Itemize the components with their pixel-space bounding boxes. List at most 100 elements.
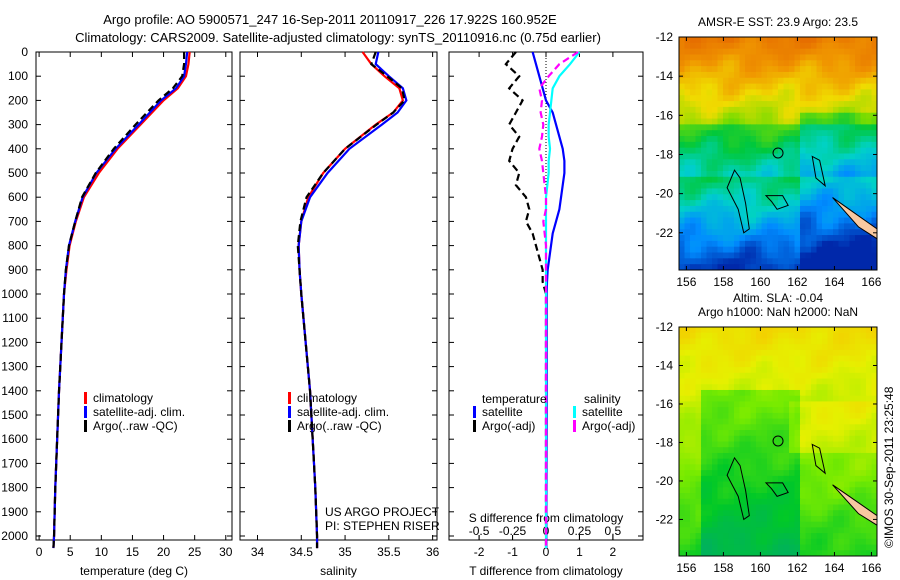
map-cell xyxy=(805,153,812,160)
map-cell xyxy=(816,349,823,357)
map-cell xyxy=(695,544,702,551)
map-cell xyxy=(816,60,823,67)
map-cell xyxy=(800,527,806,534)
map-cell xyxy=(800,95,806,102)
map-cell xyxy=(679,54,685,61)
map-cell xyxy=(734,435,740,442)
map-cell xyxy=(794,211,801,219)
map-cell xyxy=(684,355,691,362)
map-cell xyxy=(761,395,768,402)
map-cell xyxy=(871,176,878,184)
map-cell xyxy=(728,367,735,374)
map-cell xyxy=(739,378,746,385)
map-cell xyxy=(844,430,850,437)
map-cell xyxy=(761,470,768,477)
map-cell xyxy=(827,170,834,178)
map-cell xyxy=(838,258,845,265)
map-cell xyxy=(734,205,740,213)
map-cell xyxy=(827,527,834,534)
map-cell xyxy=(772,384,779,391)
map-cell xyxy=(723,504,729,511)
map-cell xyxy=(822,223,828,230)
map-cell xyxy=(849,327,856,334)
map-cell xyxy=(706,349,713,357)
map-cell xyxy=(783,372,790,380)
map-cell xyxy=(855,60,861,67)
map-cell xyxy=(866,182,872,189)
map-cell xyxy=(822,200,828,207)
map-cell xyxy=(767,475,773,483)
map-cell xyxy=(767,77,773,85)
map-cell xyxy=(728,176,735,184)
map-cell xyxy=(739,95,746,102)
map-cell xyxy=(871,521,878,528)
map-cell xyxy=(844,412,850,420)
map-cell xyxy=(783,153,790,160)
map-cell xyxy=(712,441,718,448)
map-cell xyxy=(816,240,823,248)
map-cell xyxy=(838,338,845,345)
map-cell xyxy=(739,344,746,351)
map-cell xyxy=(827,418,834,425)
map-cell xyxy=(827,223,834,230)
map-cell xyxy=(706,504,713,511)
map-cell xyxy=(822,235,828,242)
map-cell xyxy=(695,112,702,120)
map-cell xyxy=(789,510,795,517)
map-cell xyxy=(844,527,850,534)
map-cell xyxy=(756,118,762,125)
map-cell xyxy=(855,264,861,271)
map-cell xyxy=(844,48,850,55)
y-tick-label: 0 xyxy=(21,45,28,59)
map-cell xyxy=(844,66,850,73)
map-cell xyxy=(805,223,812,230)
map-cell xyxy=(739,452,746,460)
map-cell xyxy=(778,37,784,44)
map-cell xyxy=(811,170,817,178)
map-cell xyxy=(690,458,696,465)
map-cell xyxy=(723,252,729,259)
map-cell xyxy=(871,200,878,207)
map-cell xyxy=(855,418,861,425)
map-cell xyxy=(855,159,861,166)
map-cell xyxy=(701,89,707,96)
map-cell xyxy=(833,332,839,339)
map-cell xyxy=(871,344,878,351)
map-cell xyxy=(816,327,823,334)
map-cell xyxy=(761,258,768,265)
map-cell xyxy=(717,95,724,102)
map-cell xyxy=(811,361,817,368)
map-cell xyxy=(849,60,856,67)
map-cell xyxy=(778,165,784,172)
map-cell xyxy=(712,344,718,351)
map-cell xyxy=(756,447,762,454)
map-cell xyxy=(690,372,696,380)
sst-map-title: AMSR-E SST: 23.9 Argo: 23.5 xyxy=(698,15,858,29)
map-cell xyxy=(822,515,828,523)
map-cell xyxy=(761,481,768,488)
map-cell xyxy=(706,170,713,178)
map-cell xyxy=(701,378,707,385)
map-cell xyxy=(811,112,817,120)
map-cell xyxy=(717,538,724,546)
map-cell xyxy=(690,217,696,224)
map-cell xyxy=(871,470,878,477)
map-cell xyxy=(871,378,878,385)
map-cell xyxy=(679,66,685,73)
map-cell xyxy=(695,240,702,248)
map-cell xyxy=(690,332,696,339)
map-cell xyxy=(866,66,872,73)
map-cell xyxy=(767,412,773,420)
y-tick-label: 600 xyxy=(8,190,28,204)
map-cell xyxy=(706,217,713,224)
map-cell xyxy=(750,246,757,254)
map-cell xyxy=(822,229,828,236)
map-cell xyxy=(679,464,685,471)
map-cell xyxy=(827,264,834,271)
map-cell xyxy=(778,48,784,55)
map-cell xyxy=(811,124,817,131)
map-cell xyxy=(701,550,707,557)
map-cell xyxy=(690,344,696,351)
map-cell xyxy=(844,349,850,357)
map-cell xyxy=(684,401,691,408)
